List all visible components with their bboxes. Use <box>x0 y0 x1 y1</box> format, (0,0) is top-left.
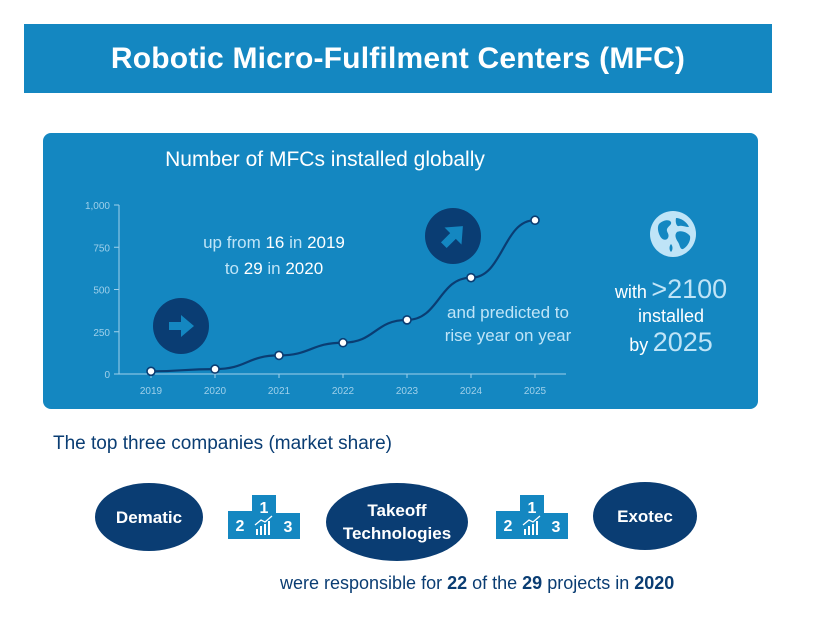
side-stat-installed: installed <box>637 306 705 326</box>
growth-text-to: to <box>224 259 244 278</box>
footer-text-c: of the <box>467 573 523 593</box>
side-stat-by: by <box>629 335 649 355</box>
company-takeoff-technologies: Takeoff Technologies <box>326 483 468 561</box>
side-stat: with >2100 installed by 2025 <box>596 274 746 358</box>
footer-value-29: 29 <box>522 573 543 593</box>
company-dematic: Dematic <box>95 483 203 551</box>
globe-icon <box>650 211 696 257</box>
growth-text-in: in <box>262 259 286 278</box>
company-takeoff-line-1: Takeoff <box>367 501 427 520</box>
side-stat-line-1: with >2100 <box>596 274 746 305</box>
bars-icon <box>254 515 273 535</box>
companies-title: The top three companies (market share) <box>53 433 392 454</box>
chart-panel <box>43 133 758 409</box>
predicted-note: and predicted to rise year on year <box>430 301 586 347</box>
footer-text-e: projects in <box>542 573 635 593</box>
footer-value-22: 22 <box>447 573 468 593</box>
growth-year-2020: 2020 <box>285 259 324 278</box>
growth-text-c: in <box>284 233 308 252</box>
company-takeoff-line-2: Technologies <box>342 524 452 543</box>
podium-third: 3 <box>552 519 561 536</box>
growth-year-2019: 2019 <box>307 233 345 252</box>
chart-title: Number of MFCs installed globally <box>165 148 485 171</box>
podium-second: 2 <box>504 518 513 535</box>
podium-second: 2 <box>236 518 245 535</box>
podium-first: 1 <box>260 500 269 517</box>
growth-value-2020: 29 <box>243 259 263 278</box>
header-banner: Robotic Micro-Fulfilment Centers (MFC) <box>24 24 772 93</box>
growth-line-1: up from 16 in 2019 <box>176 231 372 254</box>
podium-first: 1 <box>528 500 537 517</box>
company-dematic-label: Dematic <box>115 507 183 527</box>
company-exotec: Exotec <box>593 482 697 550</box>
arrow-right-icon <box>153 298 209 354</box>
page-title: Robotic Micro-Fulfilment Centers (MFC) <box>110 41 686 75</box>
predicted-line-1: and predicted to <box>447 303 569 322</box>
podium-icon: 1 2 3 <box>228 495 300 539</box>
side-stat-year: 2025 <box>652 327 713 357</box>
growth-value-2019: 16 <box>265 233 285 252</box>
arrow-up-right-icon <box>425 208 481 264</box>
podium-icon: 1 2 3 <box>496 495 568 539</box>
footer-year-2020: 2020 <box>634 573 675 593</box>
podium-third: 3 <box>284 519 293 536</box>
footer-text-a: were responsible for <box>280 573 448 593</box>
side-stat-line-3: by 2025 <box>596 327 746 358</box>
growth-line-2: to 29 in 2020 <box>176 257 372 280</box>
footer-note: were responsible for 22 of the 29 projec… <box>280 573 674 594</box>
side-stat-with: with <box>614 282 647 302</box>
company-exotec-label: Exotec <box>617 506 673 526</box>
growth-text-a: up from <box>203 233 266 252</box>
predicted-line-2: rise year on year <box>444 326 572 345</box>
growth-note: up from 16 in 2019 to 29 in 2020 <box>176 231 372 280</box>
side-stat-value: >2100 <box>651 274 728 304</box>
bars-icon <box>522 515 541 535</box>
